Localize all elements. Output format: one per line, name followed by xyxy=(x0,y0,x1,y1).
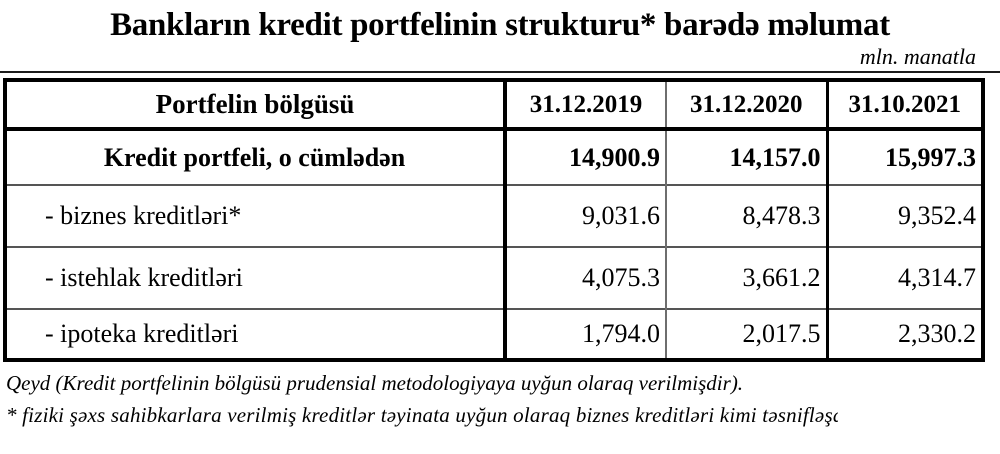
cell-consumer-2021: 4,314.7 xyxy=(827,246,983,310)
footnote-business-classification: * fiziki şəxs sahibkarlara verilmiş kred… xyxy=(6,403,1000,428)
row-label-mortgage: - ipoteka kreditləri xyxy=(5,308,507,361)
cell-consumer-2019: 4,075.3 xyxy=(505,246,667,310)
clipped-character: d xyxy=(833,403,838,428)
footnote-text: * fiziki şəxs sahibkarlara verilmiş kred… xyxy=(6,403,833,428)
cell-mortgage-2021: 2,330.2 xyxy=(827,308,983,361)
table-header-row: Portfelin bölgüsü 31.12.2019 31.12.2020 … xyxy=(5,80,983,132)
footnote-methodology: Qeyd (Kredit portfelinin bölgüsü prudens… xyxy=(6,371,744,396)
cell-business-2019: 9,031.6 xyxy=(505,184,667,248)
row-label-business: - biznes kreditləri* xyxy=(5,184,507,248)
header-portfolio-breakdown: Portfelin bölgüsü xyxy=(5,80,507,132)
page-title: Bankların kredit portfelinin strukturu* … xyxy=(110,7,890,43)
cell-total-2019: 14,900.9 xyxy=(505,129,667,186)
cell-total-2021: 15,997.3 xyxy=(885,142,976,172)
row-label-consumer: - istehlak kreditləri xyxy=(5,246,507,310)
table-row-business-loans: - biznes kreditləri* 9,031.6 8,478.3 9,3… xyxy=(5,184,983,248)
cell-business-2020: 8,478.3 xyxy=(666,184,829,248)
table-row-consumer-loans: - istehlak kreditləri 4,075.3 3,661.2 4,… xyxy=(5,246,983,310)
credit-portfolio-table: Portfelin bölgüsü 31.12.2019 31.12.2020 … xyxy=(3,78,985,363)
table-row-total: Kredit portfeli, o cümlədən 14,900.9 14,… xyxy=(5,129,983,186)
title-divider-rule xyxy=(0,71,1000,74)
row-label-total: Kredit portfeli, o cümlədən xyxy=(5,129,507,186)
document-page: Bankların kredit portfelinin strukturu* … xyxy=(0,7,1000,454)
header-date-2019: 31.12.2019 xyxy=(505,80,667,132)
cell-mortgage-2020: 2,017.5 xyxy=(666,308,829,361)
table-row-mortgage-loans: - ipoteka kreditləri 1,794.0 2,017.5 2,3… xyxy=(5,308,983,361)
cell-consumer-2020: 3,661.2 xyxy=(666,246,829,310)
cell-mortgage-2019: 1,794.0 xyxy=(505,308,667,361)
header-date-2020: 31.12.2020 xyxy=(666,80,829,132)
cell-total-2020: 14,157.0 xyxy=(666,129,829,186)
unit-label: mln. manatla xyxy=(859,43,976,69)
header-date-2021: 31.10.2021 xyxy=(827,80,983,132)
cell-business-2021: 9,352.4 xyxy=(827,184,983,248)
